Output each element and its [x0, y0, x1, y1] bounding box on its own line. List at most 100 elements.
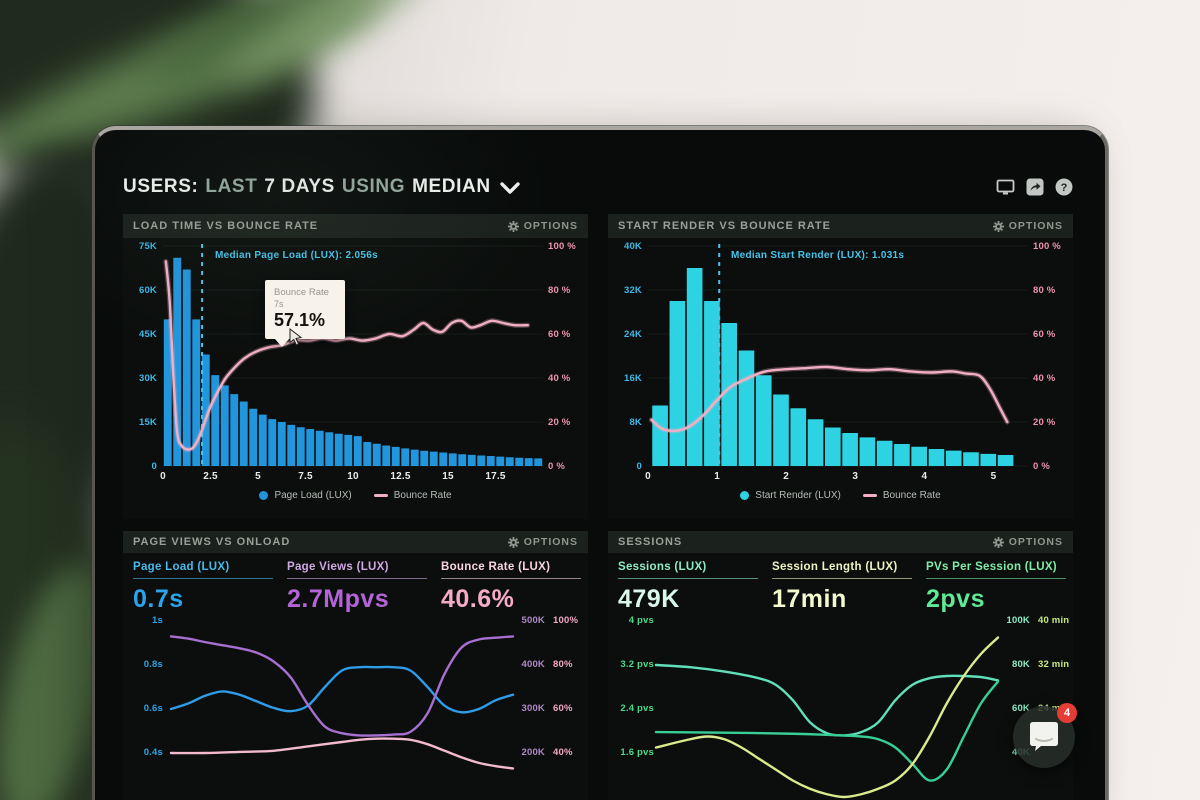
svg-text:?: ? — [1061, 182, 1068, 194]
gear-icon — [507, 220, 519, 232]
y-axis-right-label: 40 % — [1033, 373, 1056, 384]
metric-page-load: Page Load (LUX) 0.7s — [133, 561, 281, 614]
options-button[interactable]: OPTIONS — [992, 536, 1063, 548]
x-axis-label: 5 — [990, 471, 997, 482]
x-axis-label: 7.5 — [298, 471, 313, 482]
chat-widget-button[interactable]: 4 — [1013, 703, 1077, 768]
y-axis-right-label: 200K — [521, 747, 545, 758]
y-axis-left-label: 0 — [151, 461, 157, 472]
y-axis-right-label: 500K — [521, 615, 545, 626]
y-axis-left-label: 1s — [152, 615, 163, 626]
gear-icon — [507, 536, 519, 548]
x-axis-label: 15 — [442, 471, 454, 482]
y-axis-right-label: 60 % — [1033, 329, 1056, 340]
y-axis-right-label: 0 % — [1033, 461, 1050, 472]
y-axis-right-label: 20 % — [548, 417, 571, 428]
chart-legend: Page Load (LUX) Bounce Rate — [123, 490, 588, 501]
chart-tooltip: Bounce Rate 7s 57.1% — [265, 280, 345, 347]
y-axis-left-label: 75K — [138, 241, 157, 252]
median-annotation: Median Start Render (LUX): 1.031s — [731, 250, 905, 261]
title-segment: LAST — [205, 176, 258, 197]
legend-dash-icon — [373, 494, 388, 497]
panel-title: START RENDER VS BOUNCE RATE — [618, 220, 831, 232]
x-axis-label: 3 — [852, 471, 859, 482]
y-axis-left-label: 0.6s — [143, 703, 163, 714]
chevron-down-icon[interactable] — [499, 182, 520, 194]
display-icon[interactable] — [996, 179, 1015, 196]
metric-page-views: Page Views (LUX) 2.7Mpvs — [287, 561, 435, 614]
help-icon[interactable]: ? — [1055, 178, 1073, 196]
title-segment: MEDIAN — [412, 176, 491, 197]
share-icon[interactable] — [1026, 178, 1044, 196]
panel-title: LOAD TIME VS BOUNCE RATE — [133, 220, 319, 232]
dashboard-header: USERS: LAST 7 DAYS USING MEDIAN ? — [123, 176, 1073, 198]
y-axis-right-label: 80% — [553, 659, 573, 670]
x-axis-label: 4 — [921, 471, 928, 482]
panel-title: PAGE VIEWS VS ONLOAD — [133, 536, 291, 548]
y-axis-right-label: 100 % — [1033, 241, 1061, 252]
title-segment: USING — [341, 176, 406, 197]
y-axis-left-label: 16K — [623, 373, 642, 384]
chat-bubble-icon — [1030, 722, 1058, 751]
start-render-chart — [648, 244, 1028, 467]
panel-page-views: PAGE VIEWS VS ONLOAD OPTIONS Page Load (… — [123, 531, 588, 800]
legend-dot-icon — [259, 491, 269, 500]
metric-bounce-rate: Bounce Rate (LUX) 40.6% — [441, 561, 588, 614]
page-title: USERS: LAST 7 DAYS USING MEDIAN — [123, 176, 498, 198]
y-axis-right-label: 100 % — [548, 241, 576, 252]
y-axis-right-label: 60% — [553, 703, 573, 714]
notification-badge: 4 — [1057, 703, 1077, 723]
y-axis-right-label: 80 % — [548, 285, 571, 296]
y-axis-right-label: 40 % — [548, 373, 571, 384]
laptop-screen: USERS: LAST 7 DAYS USING MEDIAN ? LO — [92, 126, 1108, 800]
y-axis-left-label: 15K — [138, 417, 157, 428]
panel-load-time: LOAD TIME VS BOUNCE RATE OPTIONS Median … — [123, 214, 588, 519]
x-axis-label: 5 — [255, 471, 261, 482]
options-button[interactable]: OPTIONS — [507, 220, 578, 232]
title-segment: 7 DAYS — [264, 176, 335, 197]
y-axis-right-label: 40% — [553, 747, 573, 758]
y-axis-left-label: 0 — [636, 461, 642, 472]
metric-session-length: Session Length (LUX) 17min — [772, 561, 920, 614]
gear-icon — [992, 220, 1004, 232]
y-axis-left-label: 24K — [623, 329, 642, 340]
cursor-icon — [289, 328, 303, 346]
y-axis-left-label: 45K — [138, 329, 157, 340]
median-annotation: Median Page Load (LUX): 2.056s — [215, 250, 378, 261]
y-axis-left-label: 8K — [629, 417, 642, 428]
y-axis-left-label: 60K — [138, 285, 157, 296]
metric-pvs-per-session: PVs Per Session (LUX) 2pvs — [926, 561, 1073, 614]
options-button[interactable]: OPTIONS — [507, 536, 578, 548]
y-axis-left-label: 3.2 pvs — [620, 659, 654, 670]
x-axis-label: 0 — [645, 471, 651, 482]
y-axis-left-label: 4 pvs — [628, 615, 654, 626]
y-axis-right-label: 400K — [521, 659, 545, 670]
load-time-chart — [163, 244, 543, 467]
y-axis-left-label: 0.4s — [143, 747, 163, 758]
panel-title: SESSIONS — [618, 536, 683, 548]
y-axis-right-label: 32 min — [1038, 659, 1070, 670]
x-axis-label: 0 — [160, 471, 166, 482]
y-axis-right-label: 80K — [1011, 659, 1030, 670]
y-axis-left-label: 40K — [623, 241, 642, 252]
y-axis-left-label: 32K — [623, 285, 642, 296]
options-button[interactable]: OPTIONS — [992, 220, 1063, 232]
panel-sessions: SESSIONS OPTIONS Sessions (LUX) 479K Ses… — [608, 531, 1073, 800]
x-axis-label: 17.5 — [485, 471, 506, 482]
y-axis-right-label: 20 % — [1033, 417, 1056, 428]
y-axis-right-label: 60K — [1011, 703, 1030, 714]
gear-icon — [992, 536, 1004, 548]
title-segment: USERS: — [123, 176, 199, 197]
legend-dot-icon — [740, 491, 750, 500]
metric-sessions: Sessions (LUX) 479K — [618, 561, 766, 614]
legend-dash-icon — [862, 494, 877, 497]
y-axis-right-label: 0 % — [548, 461, 565, 472]
y-axis-right-label: 300K — [521, 703, 545, 714]
chart-legend: Start Render (LUX) Bounce Rate — [608, 490, 1073, 501]
y-axis-right-label: 40 min — [1038, 615, 1070, 626]
y-axis-right-label: 80 % — [1033, 285, 1056, 296]
panel-grid: LOAD TIME VS BOUNCE RATE OPTIONS Median … — [123, 214, 1073, 800]
x-axis-label: 10 — [347, 471, 359, 482]
y-axis-right-label: 60 % — [548, 329, 571, 340]
x-axis-label: 12.5 — [390, 471, 411, 482]
